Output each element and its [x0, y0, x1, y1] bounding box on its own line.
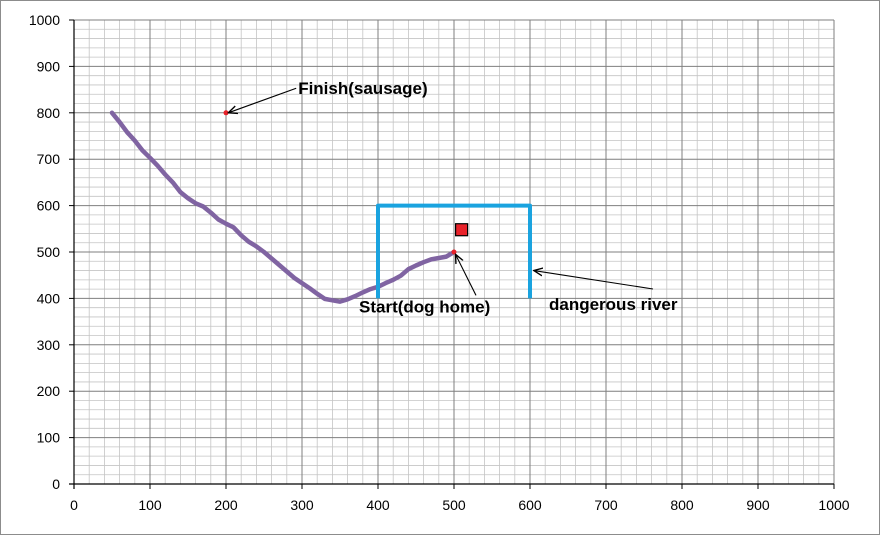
y-tick-label: 100 [37, 430, 61, 446]
y-tick-label: 400 [37, 290, 61, 306]
x-tick-label: 600 [518, 497, 542, 513]
x-tick-label: 700 [594, 497, 618, 513]
river-annotation: dangerous river [549, 295, 678, 314]
x-tick-labels: 0 100 200 300 400 500 600 700 800 900 1000 [70, 497, 850, 513]
x-tick-label: 1000 [818, 497, 849, 513]
y-tick-label: 500 [37, 244, 61, 260]
y-tick-labels: 0 100 200 300 400 500 600 700 800 900 1000 [29, 12, 60, 492]
x-tick-label: 300 [290, 497, 314, 513]
annotation-layer: Finish(sausage) Start(dog home) dangerous … [228, 79, 678, 316]
dog-path-line [109, 110, 457, 304]
y-tick-label: 900 [37, 58, 61, 74]
y-tick-label: 1000 [29, 12, 60, 28]
x-tick-label: 400 [366, 497, 390, 513]
river-line [376, 203, 532, 299]
y-tick-label: 300 [37, 337, 61, 353]
y-tick-label: 600 [37, 198, 61, 214]
y-tick-label: 0 [52, 476, 60, 492]
x-tick-label: 900 [746, 497, 770, 513]
y-tick-label: 800 [37, 105, 61, 121]
x-tick-label: 0 [70, 497, 78, 513]
x-tick-label: 200 [214, 497, 238, 513]
annotation-arrow [228, 87, 297, 113]
endpoint-marker [223, 110, 229, 116]
finish-annotation: Finish(sausage) [298, 79, 427, 98]
x-tick-label: 500 [442, 497, 466, 513]
annotation-arrow [456, 254, 477, 296]
y-tick-label: 700 [37, 151, 61, 167]
endpoint-marker [451, 249, 457, 255]
start-annotation: Start(dog home) [359, 297, 490, 316]
series-layer [109, 110, 532, 304]
square-marker [455, 223, 469, 237]
annotation-arrow [534, 271, 654, 290]
x-tick-label: 100 [138, 497, 162, 513]
x-tick-label: 800 [670, 497, 694, 513]
y-tick-label: 200 [37, 383, 61, 399]
marker-layer [223, 110, 469, 255]
axes [69, 19, 835, 489]
